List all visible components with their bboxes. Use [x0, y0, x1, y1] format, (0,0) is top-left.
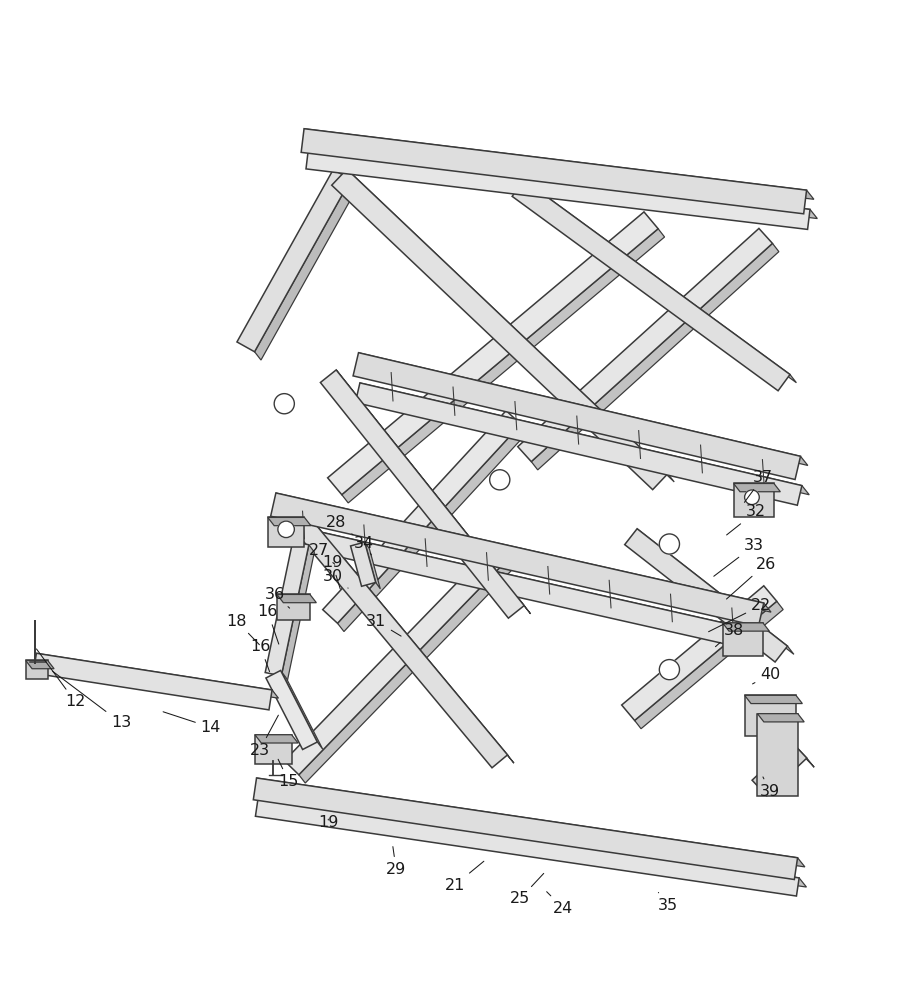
Polygon shape [359, 383, 809, 495]
Polygon shape [253, 778, 798, 880]
Text: 15: 15 [278, 759, 299, 789]
Text: 33: 33 [713, 538, 764, 576]
Polygon shape [745, 695, 796, 736]
Polygon shape [524, 180, 796, 383]
Text: 31: 31 [366, 614, 401, 636]
Text: 27: 27 [309, 543, 335, 564]
Polygon shape [301, 129, 807, 214]
Polygon shape [518, 228, 772, 462]
Text: 22: 22 [709, 598, 771, 632]
Circle shape [490, 470, 510, 490]
Polygon shape [268, 517, 311, 526]
Text: 29: 29 [386, 847, 406, 877]
Polygon shape [282, 503, 507, 768]
Circle shape [745, 490, 759, 505]
Circle shape [274, 394, 294, 414]
Polygon shape [723, 623, 763, 656]
Polygon shape [258, 798, 806, 887]
Circle shape [659, 534, 679, 554]
Text: 19: 19 [318, 815, 338, 830]
Text: 37: 37 [745, 470, 773, 502]
Polygon shape [277, 594, 316, 603]
Text: 35: 35 [657, 892, 678, 913]
Polygon shape [271, 493, 764, 626]
Polygon shape [723, 623, 769, 631]
Text: 26: 26 [726, 557, 776, 599]
Polygon shape [359, 353, 808, 465]
Text: 16: 16 [258, 604, 279, 644]
Polygon shape [265, 541, 309, 676]
Text: 12: 12 [37, 649, 85, 709]
Polygon shape [33, 653, 272, 710]
Polygon shape [299, 562, 512, 783]
Polygon shape [323, 411, 521, 623]
Polygon shape [273, 522, 765, 652]
Text: 21: 21 [445, 861, 484, 893]
Polygon shape [255, 179, 358, 360]
Polygon shape [304, 129, 814, 199]
Circle shape [278, 521, 294, 538]
Polygon shape [297, 503, 514, 763]
Polygon shape [256, 798, 799, 896]
Polygon shape [337, 370, 531, 614]
Polygon shape [635, 601, 783, 729]
Polygon shape [356, 383, 801, 505]
Text: 30: 30 [323, 569, 348, 588]
Polygon shape [327, 212, 658, 495]
Polygon shape [513, 180, 790, 391]
Polygon shape [332, 169, 668, 490]
Text: 34: 34 [354, 536, 374, 555]
Polygon shape [277, 522, 772, 641]
Polygon shape [531, 243, 779, 470]
Polygon shape [255, 735, 292, 764]
Text: 14: 14 [163, 712, 221, 735]
Text: 16: 16 [250, 639, 271, 672]
Polygon shape [308, 149, 817, 219]
Text: 40: 40 [753, 667, 780, 684]
Text: 24: 24 [547, 892, 573, 916]
Polygon shape [622, 586, 777, 720]
Polygon shape [26, 660, 54, 669]
Text: 23: 23 [249, 715, 279, 758]
Text: 38: 38 [715, 623, 744, 647]
Polygon shape [624, 529, 788, 662]
Polygon shape [365, 542, 381, 589]
Polygon shape [281, 670, 323, 749]
Polygon shape [276, 493, 771, 612]
Text: 28: 28 [326, 515, 353, 535]
Polygon shape [337, 424, 527, 632]
Polygon shape [320, 370, 525, 618]
Circle shape [659, 660, 679, 680]
Polygon shape [284, 548, 505, 775]
Polygon shape [745, 695, 802, 704]
Polygon shape [350, 542, 376, 586]
Polygon shape [268, 517, 304, 547]
Text: 39: 39 [760, 777, 780, 799]
Polygon shape [266, 670, 317, 750]
Polygon shape [306, 149, 810, 229]
Polygon shape [353, 353, 801, 480]
Polygon shape [277, 594, 310, 620]
Polygon shape [237, 170, 351, 352]
Polygon shape [734, 483, 774, 517]
Polygon shape [752, 742, 807, 796]
Polygon shape [342, 229, 665, 503]
Polygon shape [282, 545, 315, 683]
Text: 36: 36 [265, 587, 290, 608]
Text: 19: 19 [322, 555, 342, 589]
Polygon shape [637, 529, 794, 654]
Text: 25: 25 [510, 873, 544, 906]
Polygon shape [757, 714, 798, 796]
Polygon shape [734, 483, 780, 492]
Polygon shape [255, 735, 298, 743]
Text: 13: 13 [52, 671, 131, 730]
Polygon shape [347, 169, 674, 482]
Text: 32: 32 [726, 504, 766, 535]
Text: 18: 18 [226, 614, 260, 645]
Polygon shape [37, 653, 279, 698]
Polygon shape [26, 660, 48, 679]
Polygon shape [757, 714, 804, 722]
Polygon shape [257, 778, 805, 867]
Polygon shape [792, 742, 814, 767]
